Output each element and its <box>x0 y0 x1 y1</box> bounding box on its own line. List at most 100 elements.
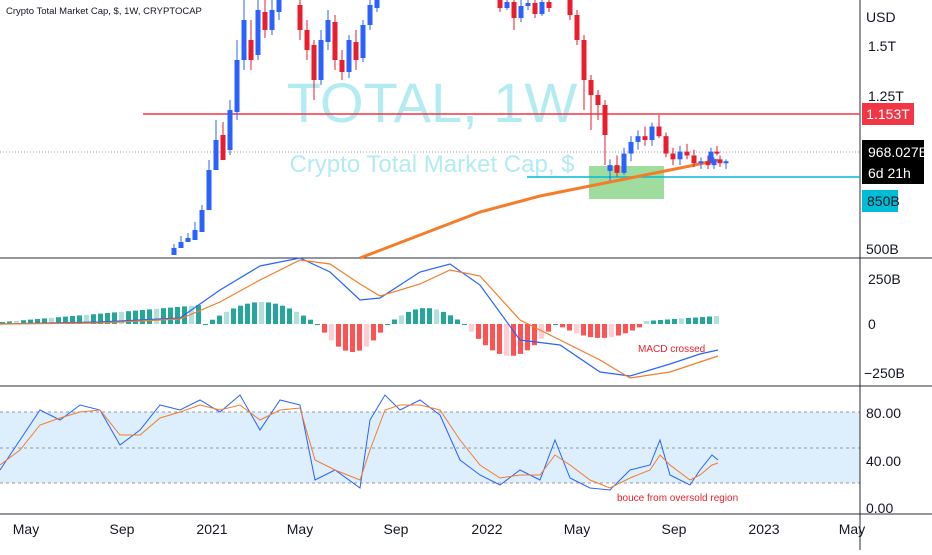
macd-histogram-bar <box>371 324 376 341</box>
price-candle <box>581 40 587 80</box>
macd-histogram-bar <box>189 305 194 324</box>
macd-histogram-bar <box>210 319 215 324</box>
macd-histogram-bar <box>329 324 334 341</box>
macd-histogram-bar <box>7 321 12 324</box>
time-axis-label: May <box>564 521 590 537</box>
macd-histogram-bar <box>385 324 390 325</box>
support-price-label: 850B <box>867 193 900 209</box>
price-candle <box>332 22 338 60</box>
resistance-price-tag <box>862 103 914 125</box>
macd-histogram-bar <box>70 316 75 324</box>
macd-histogram-bar <box>560 324 565 328</box>
price-candle <box>663 136 669 154</box>
price-candle <box>677 151 683 160</box>
price-candle <box>511 2 517 18</box>
macd-histogram-bar <box>273 303 278 324</box>
macd-histogram-bar <box>637 324 642 328</box>
macd-histogram-bar <box>294 311 299 324</box>
rsi-annotation: bouce from oversold region <box>617 493 738 504</box>
macd-histogram-bar <box>161 308 166 324</box>
macd-histogram-bar <box>679 318 684 324</box>
price-axis-unit: USD <box>866 9 896 25</box>
macd-histogram-bar <box>259 302 264 324</box>
macd-pane <box>0 257 719 379</box>
price-candle <box>171 248 177 255</box>
macd-histogram-bar <box>217 315 222 324</box>
price-candle <box>723 161 729 164</box>
macd-histogram-bar <box>490 324 495 351</box>
macd-histogram-bar <box>245 303 250 324</box>
price-candle <box>220 135 226 160</box>
macd-histogram-bar <box>287 308 292 324</box>
rsi-tick-label: 80.00 <box>866 405 901 421</box>
macd-histogram-bar <box>154 308 159 324</box>
macd-histogram-bar <box>231 308 236 324</box>
macd-histogram-bar <box>175 307 180 324</box>
macd-histogram-bar <box>413 309 418 324</box>
macd-histogram-bar <box>462 324 467 325</box>
macd-histogram-bar <box>427 308 432 324</box>
macd-histogram-bar <box>469 324 474 332</box>
price-candle <box>262 12 268 30</box>
price-candle <box>670 153 676 160</box>
price-candle <box>241 20 247 60</box>
macd-line <box>0 257 719 377</box>
price-candle <box>518 6 524 18</box>
macd-histogram-bar <box>252 302 257 324</box>
macd-histogram-bar <box>532 324 537 346</box>
macd-histogram-bar <box>399 315 404 324</box>
price-candle <box>360 25 366 58</box>
price-candle <box>607 165 613 171</box>
macd-histogram-bar <box>665 319 670 324</box>
price-candle <box>234 60 240 112</box>
price-candle <box>318 40 324 80</box>
rsi-pane <box>0 394 719 491</box>
macd-histogram-bar <box>546 324 551 332</box>
price-candle <box>649 126 655 141</box>
macd-histogram-bar <box>336 324 341 347</box>
macd-histogram-bar <box>511 324 516 356</box>
macd-histogram-bar <box>322 324 327 333</box>
price-candle <box>691 155 697 164</box>
price-candle <box>684 151 690 156</box>
price-candle <box>325 20 331 42</box>
price-candle <box>269 10 275 30</box>
macd-histogram-bar <box>406 311 411 324</box>
price-candle <box>192 230 198 240</box>
macd-histogram-bar <box>301 315 306 324</box>
countdown-label: 6d 21h <box>868 165 911 181</box>
macd-histogram-bar <box>602 324 607 338</box>
macd-histogram-bar <box>0 322 5 324</box>
price-tick-label: 1.25T <box>868 88 904 104</box>
macd-histogram-bar <box>525 324 530 351</box>
price-candle <box>276 0 282 12</box>
support-price-tag <box>862 190 898 212</box>
macd-histogram-bar <box>476 324 481 339</box>
rsi-band-group <box>0 411 860 484</box>
price-candle <box>311 45 317 80</box>
price-candle <box>628 141 634 154</box>
macd-histogram-bar <box>280 305 285 324</box>
time-axis-label: May <box>839 521 865 537</box>
macd-signal-line <box>0 259 719 379</box>
macd-tick-label: −250B <box>864 365 905 381</box>
price-candle <box>206 170 212 210</box>
price-candle <box>374 0 380 8</box>
rsi-tick-label: 0.00 <box>866 500 893 516</box>
macd-histogram-bar <box>224 311 229 324</box>
macd-histogram-bar <box>350 324 355 352</box>
symbol-info: Crypto Total Market Cap, $, 1W, CRYPTOCA… <box>6 6 202 17</box>
macd-histogram-bar <box>504 324 509 356</box>
macd-annotation: MACD crossed <box>638 344 705 355</box>
price-candle <box>304 30 310 50</box>
price-candle <box>353 42 359 60</box>
price-candle <box>698 161 704 164</box>
price-candle <box>602 105 608 135</box>
moving-average-line <box>359 158 719 260</box>
price-candle <box>504 2 510 8</box>
macd-histogram-bar <box>616 324 621 336</box>
macd-histogram-bar <box>196 305 201 324</box>
price-candle <box>595 95 601 105</box>
macd-histogram-bar <box>658 320 663 324</box>
